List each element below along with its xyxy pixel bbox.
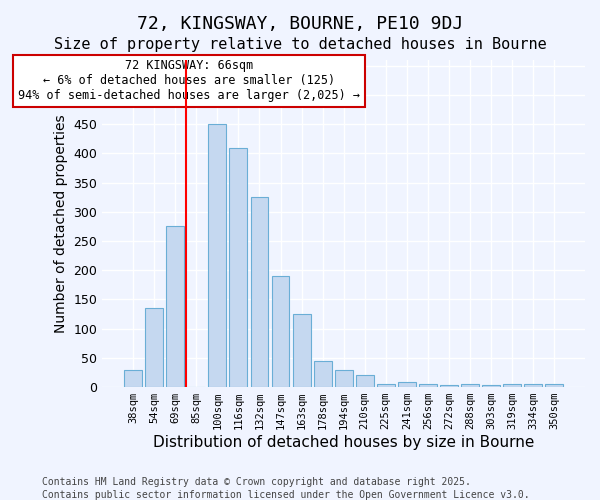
Bar	[398, 382, 416, 387]
Bar	[503, 384, 521, 387]
Bar	[545, 384, 563, 387]
Text: Contains HM Land Registry data © Crown copyright and database right 2025.: Contains HM Land Registry data © Crown c…	[42, 477, 471, 487]
Bar	[293, 314, 311, 387]
Text: 72 KINGSWAY: 66sqm
← 6% of detached houses are smaller (125)
94% of semi-detache: 72 KINGSWAY: 66sqm ← 6% of detached hous…	[18, 59, 360, 102]
Bar	[482, 386, 500, 387]
Bar	[377, 384, 395, 387]
Bar	[335, 370, 353, 387]
Bar	[272, 276, 289, 387]
Y-axis label: Number of detached properties: Number of detached properties	[54, 114, 68, 333]
Bar	[461, 384, 479, 387]
Bar	[440, 386, 458, 387]
Bar	[251, 198, 268, 387]
Bar	[124, 370, 142, 387]
Bar	[145, 308, 163, 387]
X-axis label: Distribution of detached houses by size in Bourne: Distribution of detached houses by size …	[153, 435, 535, 450]
Bar	[524, 384, 542, 387]
Text: Contains public sector information licensed under the Open Government Licence v3: Contains public sector information licen…	[42, 490, 530, 500]
Bar	[356, 376, 374, 387]
Text: Size of property relative to detached houses in Bourne: Size of property relative to detached ho…	[53, 38, 547, 52]
Bar	[314, 361, 332, 387]
Bar	[166, 226, 184, 387]
Bar	[229, 148, 247, 387]
Bar	[208, 124, 226, 387]
Text: 72, KINGSWAY, BOURNE, PE10 9DJ: 72, KINGSWAY, BOURNE, PE10 9DJ	[137, 15, 463, 33]
Bar	[419, 384, 437, 387]
